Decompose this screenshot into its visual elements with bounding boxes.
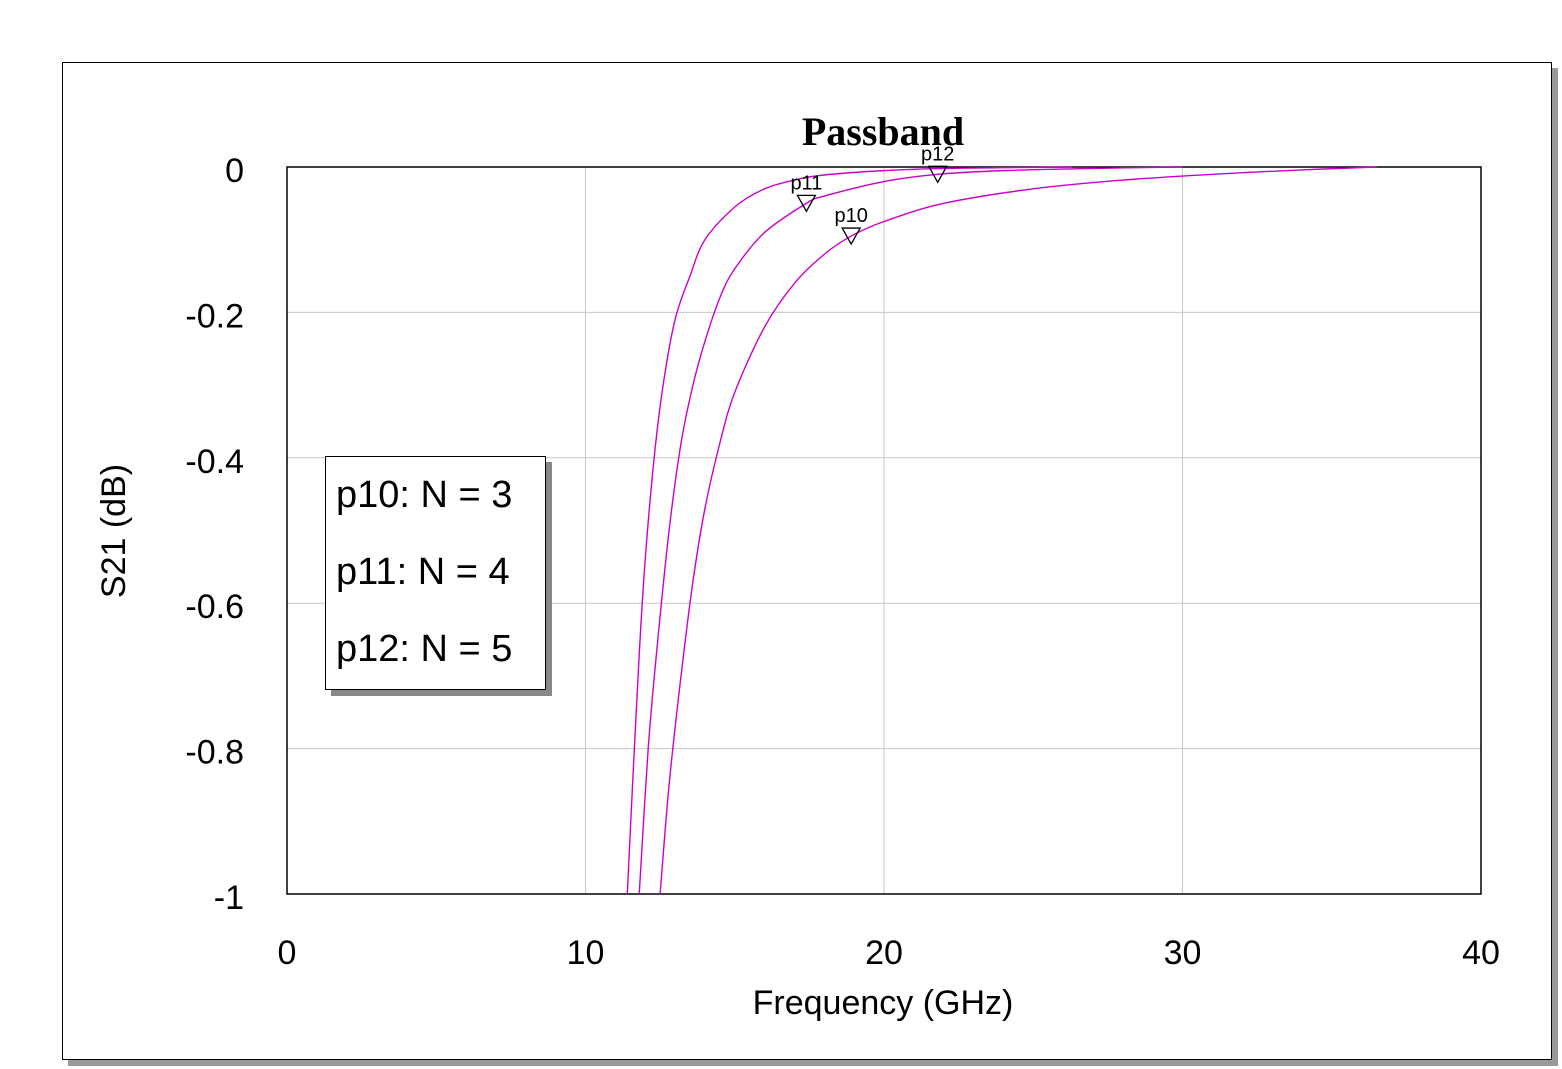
marker-label-p11: p11 <box>790 172 822 194</box>
x-tick-label: 30 <box>1164 934 1202 972</box>
legend: p10: N = 3 p11: N = 4 p12: N = 5 <box>325 456 546 690</box>
y-tick-label: 0 <box>225 152 244 190</box>
marker-label-p12: p12 <box>921 143 954 165</box>
x-tick-label: 20 <box>865 934 903 972</box>
y-tick-label: -0.2 <box>185 297 244 335</box>
x-tick-label: 0 <box>278 934 297 972</box>
series-line-1 <box>638 166 1183 895</box>
legend-entry: p10: N = 3 <box>336 474 513 516</box>
x-tick-labels: 0 10 20 30 40 <box>278 934 1500 972</box>
y-tick-label: -0.4 <box>185 443 244 481</box>
legend-entry: p12: N = 5 <box>336 628 513 670</box>
y-tick-labels: 0 -0.2 -0.4 -0.6 -0.8 -1 <box>185 152 244 917</box>
x-tick-label: 40 <box>1462 934 1500 972</box>
marker-p11 <box>796 194 817 213</box>
x-tick-label: 10 <box>567 934 605 972</box>
markers: p10 p11 p12 <box>790 143 954 246</box>
marker-p12 <box>927 165 948 184</box>
y-tick-label: -1 <box>214 879 244 917</box>
y-axis-label: S21 (dB) <box>95 464 133 598</box>
legend-entry: p11: N = 4 <box>336 551 510 593</box>
plot-area <box>286 166 1482 895</box>
y-tick-label: -0.6 <box>185 588 244 626</box>
x-axis-label: Frequency (GHz) <box>753 984 1014 1022</box>
marker-p10 <box>841 227 862 246</box>
series-curves <box>626 166 1377 895</box>
series-line-0 <box>626 166 1073 895</box>
y-tick-label: -0.8 <box>185 734 244 772</box>
series-line-2 <box>659 166 1377 895</box>
chart-title: Passband <box>802 109 964 154</box>
marker-label-p10: p10 <box>834 205 867 227</box>
